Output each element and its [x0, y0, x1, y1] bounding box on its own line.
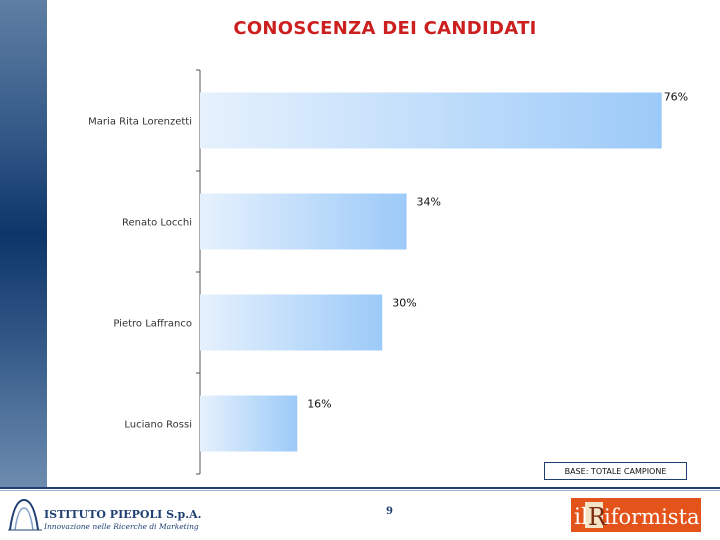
il-riformista-logo: il R iformista	[571, 498, 701, 532]
value-label-3: 16%	[307, 398, 331, 411]
footer-divider	[0, 487, 720, 489]
value-label-1: 34%	[417, 196, 441, 209]
istituto-piepoli-logo	[8, 498, 42, 531]
category-label-2: Pietro Laffranco	[113, 319, 192, 330]
bar-chart: Maria Rita Lorenzetti 76% Renato Locchi 34%…	[88, 69, 688, 475]
base-note: BASE: TOTALE CAMPIONE	[564, 466, 667, 476]
svg-text:R: R	[588, 503, 607, 531]
bar-1	[200, 193, 407, 250]
base-note-box: BASE: TOTALE CAMPIONE	[544, 462, 687, 480]
category-label-1: Renato Locchi	[122, 218, 192, 229]
page-number: 9	[386, 506, 393, 517]
value-label-0: 76%	[664, 91, 688, 104]
logo-left-tagline: Innovazione nelle Ricerche di Marketing	[44, 522, 199, 531]
footer-divider-thin	[0, 490, 720, 491]
svg-text:iformista: iformista	[604, 505, 700, 529]
bar-2	[200, 294, 383, 351]
bar-0	[200, 92, 662, 149]
chart-title: CONOSCENZA DEI CANDIDATI	[233, 18, 537, 39]
bar-3	[200, 395, 298, 452]
svg-text:il: il	[574, 505, 588, 530]
side-decoration-band	[0, 0, 47, 488]
logo-left-name: ISTITUTO PIEPOLI S.p.A.	[44, 508, 202, 521]
category-label-3: Luciano Rossi	[124, 420, 192, 431]
category-label-0: Maria Rita Lorenzetti	[88, 117, 192, 128]
value-label-2: 30%	[392, 297, 416, 310]
